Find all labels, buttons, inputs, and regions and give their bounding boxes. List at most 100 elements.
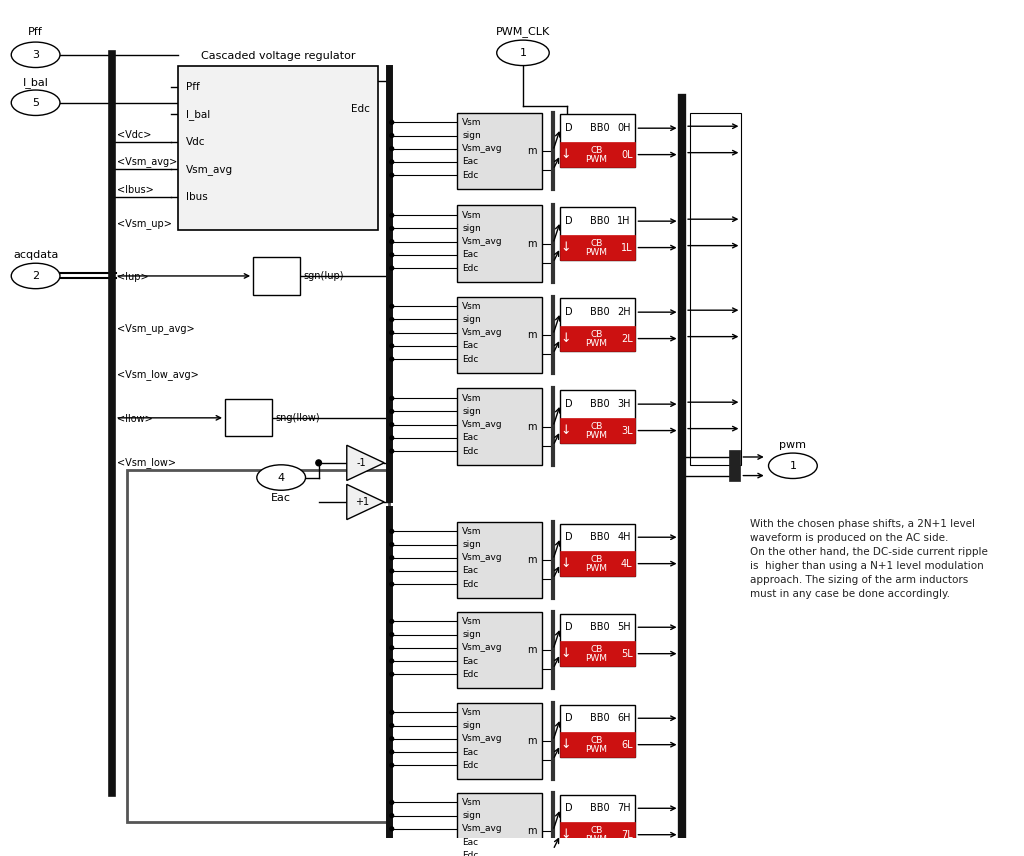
Text: Edc: Edc <box>462 447 478 455</box>
FancyBboxPatch shape <box>560 614 636 666</box>
Text: sign: sign <box>462 315 481 324</box>
Text: Vsm: Vsm <box>462 526 481 536</box>
Text: 5: 5 <box>32 98 39 108</box>
Circle shape <box>390 529 393 533</box>
FancyBboxPatch shape <box>690 112 741 465</box>
Ellipse shape <box>769 453 817 479</box>
Text: Pff: Pff <box>29 27 43 37</box>
Circle shape <box>390 121 393 124</box>
Text: Vsm_avg: Vsm_avg <box>462 824 503 834</box>
Circle shape <box>390 723 393 728</box>
Circle shape <box>390 672 393 676</box>
FancyBboxPatch shape <box>458 296 542 373</box>
Circle shape <box>390 659 393 663</box>
Text: sign: sign <box>462 811 481 820</box>
Text: 3: 3 <box>32 50 39 60</box>
FancyBboxPatch shape <box>458 703 542 779</box>
Text: D: D <box>565 532 572 542</box>
Text: D: D <box>565 803 572 813</box>
Text: sign: sign <box>462 131 481 140</box>
Text: Vsm: Vsm <box>462 302 481 311</box>
FancyBboxPatch shape <box>560 732 636 758</box>
Polygon shape <box>347 484 384 520</box>
Text: Vdc: Vdc <box>185 137 205 147</box>
Text: Eac: Eac <box>462 657 478 665</box>
Text: m: m <box>527 146 537 156</box>
Text: Vsm: Vsm <box>462 617 481 626</box>
Circle shape <box>390 800 393 805</box>
Text: ↓: ↓ <box>561 148 571 161</box>
Text: CB: CB <box>590 556 603 564</box>
Text: BB0: BB0 <box>591 307 610 318</box>
Text: CB: CB <box>590 736 603 746</box>
Text: <Ilow>: <Ilow> <box>117 413 153 424</box>
FancyBboxPatch shape <box>458 521 542 597</box>
Text: ↓: ↓ <box>561 647 571 660</box>
FancyBboxPatch shape <box>560 115 636 167</box>
FancyBboxPatch shape <box>458 611 542 688</box>
Text: sign: sign <box>462 721 481 730</box>
Text: Vsm_avg: Vsm_avg <box>462 328 503 337</box>
Text: 7L: 7L <box>621 829 633 840</box>
Text: 7H: 7H <box>617 803 631 813</box>
Text: Eac: Eac <box>462 433 478 443</box>
Text: 1: 1 <box>519 48 526 58</box>
FancyBboxPatch shape <box>458 793 542 856</box>
FancyBboxPatch shape <box>560 794 636 847</box>
Text: BB0: BB0 <box>591 622 610 633</box>
Polygon shape <box>347 445 384 480</box>
Text: +1: +1 <box>354 497 369 507</box>
FancyBboxPatch shape <box>729 450 740 481</box>
Text: 1: 1 <box>790 461 797 471</box>
Text: D: D <box>565 622 572 633</box>
Text: D: D <box>565 713 572 723</box>
Text: <Vsm_low>: <Vsm_low> <box>117 457 176 468</box>
Text: Eac: Eac <box>462 342 478 350</box>
Text: <Vsm_avg>: <Vsm_avg> <box>117 157 177 167</box>
Text: CB: CB <box>590 645 603 654</box>
Circle shape <box>390 266 393 270</box>
Text: Edc: Edc <box>462 170 478 180</box>
Text: Pff: Pff <box>185 82 200 92</box>
Text: Vsm_avg: Vsm_avg <box>462 145 503 153</box>
FancyBboxPatch shape <box>560 326 636 351</box>
Circle shape <box>390 814 393 817</box>
Circle shape <box>390 620 393 623</box>
Circle shape <box>390 449 393 453</box>
Circle shape <box>390 645 393 650</box>
Text: D: D <box>565 307 572 318</box>
Text: Edc: Edc <box>351 104 371 114</box>
Text: D: D <box>565 123 572 134</box>
Text: m: m <box>527 736 537 746</box>
Text: PWM: PWM <box>586 746 607 754</box>
Circle shape <box>390 146 393 151</box>
Circle shape <box>390 227 393 230</box>
Text: sgn(Iup): sgn(Iup) <box>304 271 344 281</box>
Text: Vsm_avg: Vsm_avg <box>462 553 503 562</box>
Circle shape <box>390 710 393 715</box>
Text: BB0: BB0 <box>591 123 610 134</box>
FancyBboxPatch shape <box>127 470 389 822</box>
FancyBboxPatch shape <box>560 418 636 443</box>
Text: 4: 4 <box>278 473 285 483</box>
Circle shape <box>390 240 393 244</box>
Text: PWM: PWM <box>586 248 607 257</box>
Circle shape <box>390 396 393 401</box>
Text: 2L: 2L <box>621 334 633 343</box>
Text: Vsm: Vsm <box>462 798 481 807</box>
Text: With the chosen phase shifts, a 2N+1 level
waveform is produced on the AC side.
: With the chosen phase shifts, a 2N+1 lev… <box>750 519 988 598</box>
Text: sign: sign <box>462 407 481 416</box>
Text: 5L: 5L <box>621 649 633 658</box>
Text: <Vsm_up_avg>: <Vsm_up_avg> <box>117 324 195 334</box>
Text: I_bal: I_bal <box>23 77 48 88</box>
Text: 4L: 4L <box>621 559 633 568</box>
Text: 3L: 3L <box>621 425 633 436</box>
Text: 2H: 2H <box>617 307 631 318</box>
FancyBboxPatch shape <box>253 258 300 294</box>
FancyBboxPatch shape <box>225 399 271 437</box>
FancyBboxPatch shape <box>458 112 542 189</box>
Text: Cascaded voltage regulator: Cascaded voltage regulator <box>201 51 355 61</box>
Ellipse shape <box>257 465 305 490</box>
Ellipse shape <box>11 42 60 68</box>
Text: Vsm_avg: Vsm_avg <box>462 734 503 743</box>
